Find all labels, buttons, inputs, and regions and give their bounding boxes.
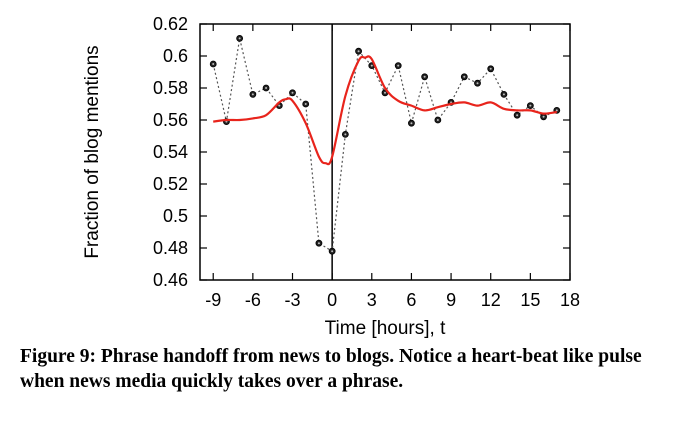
- x-tick-label: 18: [560, 290, 580, 310]
- data-point-highlight: [423, 75, 426, 78]
- y-tick-label: 0.62: [153, 14, 188, 34]
- series-markers: [209, 35, 561, 255]
- x-tick-label: -6: [245, 290, 261, 310]
- y-tick-label: 0.46: [153, 270, 188, 290]
- data-point-highlight: [370, 64, 373, 67]
- smoothed-series-line: [213, 55, 557, 166]
- axis-ticks: [200, 23, 571, 281]
- data-point-highlight: [357, 50, 360, 53]
- x-tick-labels: -9 -6 -3 0 3 6 9 12 15 18: [205, 290, 580, 310]
- y-tick-label: 0.48: [153, 238, 188, 258]
- figure-caption: Figure 9: Phrase handoff from news to bl…: [20, 346, 642, 392]
- x-tick-label: -3: [284, 290, 300, 310]
- x-tick-label: 15: [520, 290, 540, 310]
- y-tick-labels: 0.46 0.48 0.5 0.52 0.54 0.56 0.58 0.6 0.62: [153, 14, 188, 290]
- y-tick-label: 0.6: [163, 46, 188, 66]
- data-point-highlight: [502, 93, 505, 96]
- data-point-highlight: [251, 93, 254, 96]
- data-point-highlight: [516, 114, 519, 117]
- x-tick-label: 6: [406, 290, 416, 310]
- data-point-highlight: [410, 122, 413, 125]
- data-point-highlight: [476, 82, 479, 85]
- data-point-highlight: [529, 104, 532, 107]
- data-point-highlight: [397, 64, 400, 67]
- data-point-highlight: [265, 87, 268, 89]
- data-point-highlight: [344, 133, 347, 136]
- x-tick-label: 12: [481, 290, 501, 310]
- data-point-highlight: [317, 242, 320, 245]
- x-tick-label: 9: [446, 290, 456, 310]
- plot-frame: [199, 23, 571, 281]
- data-point-highlight: [238, 37, 241, 40]
- data-point-highlight: [212, 63, 215, 65]
- x-tick-label: 3: [367, 290, 377, 310]
- data-point-highlight: [463, 75, 466, 78]
- data-point-highlight: [278, 104, 281, 107]
- data-point-highlight: [555, 109, 558, 112]
- y-tick-label: 0.54: [153, 142, 188, 162]
- data-point-highlight: [542, 115, 545, 118]
- data-point-highlight: [384, 91, 386, 94]
- data-point-highlight: [304, 103, 307, 105]
- data-point-highlight: [436, 119, 439, 121]
- y-tick-label: 0.56: [153, 110, 188, 130]
- data-point-highlight: [331, 250, 334, 253]
- y-tick-label: 0.58: [153, 78, 188, 98]
- x-tick-label: -9: [205, 290, 221, 310]
- y-tick-label: 0.52: [153, 174, 188, 194]
- y-axis-label: Fraction of blog mentions: [82, 45, 103, 258]
- dotted-series-line: [212, 38, 558, 253]
- data-point-highlight: [489, 67, 492, 70]
- y-tick-label: 0.5: [163, 206, 188, 226]
- chart: 0.460.480.50.520.540.560.580.60.62 -9 -6-…: [82, 14, 580, 339]
- x-tick-label: 0: [327, 290, 337, 310]
- x-axis-label: Time [hours], t: [325, 318, 446, 339]
- data-point-highlight: [291, 91, 294, 94]
